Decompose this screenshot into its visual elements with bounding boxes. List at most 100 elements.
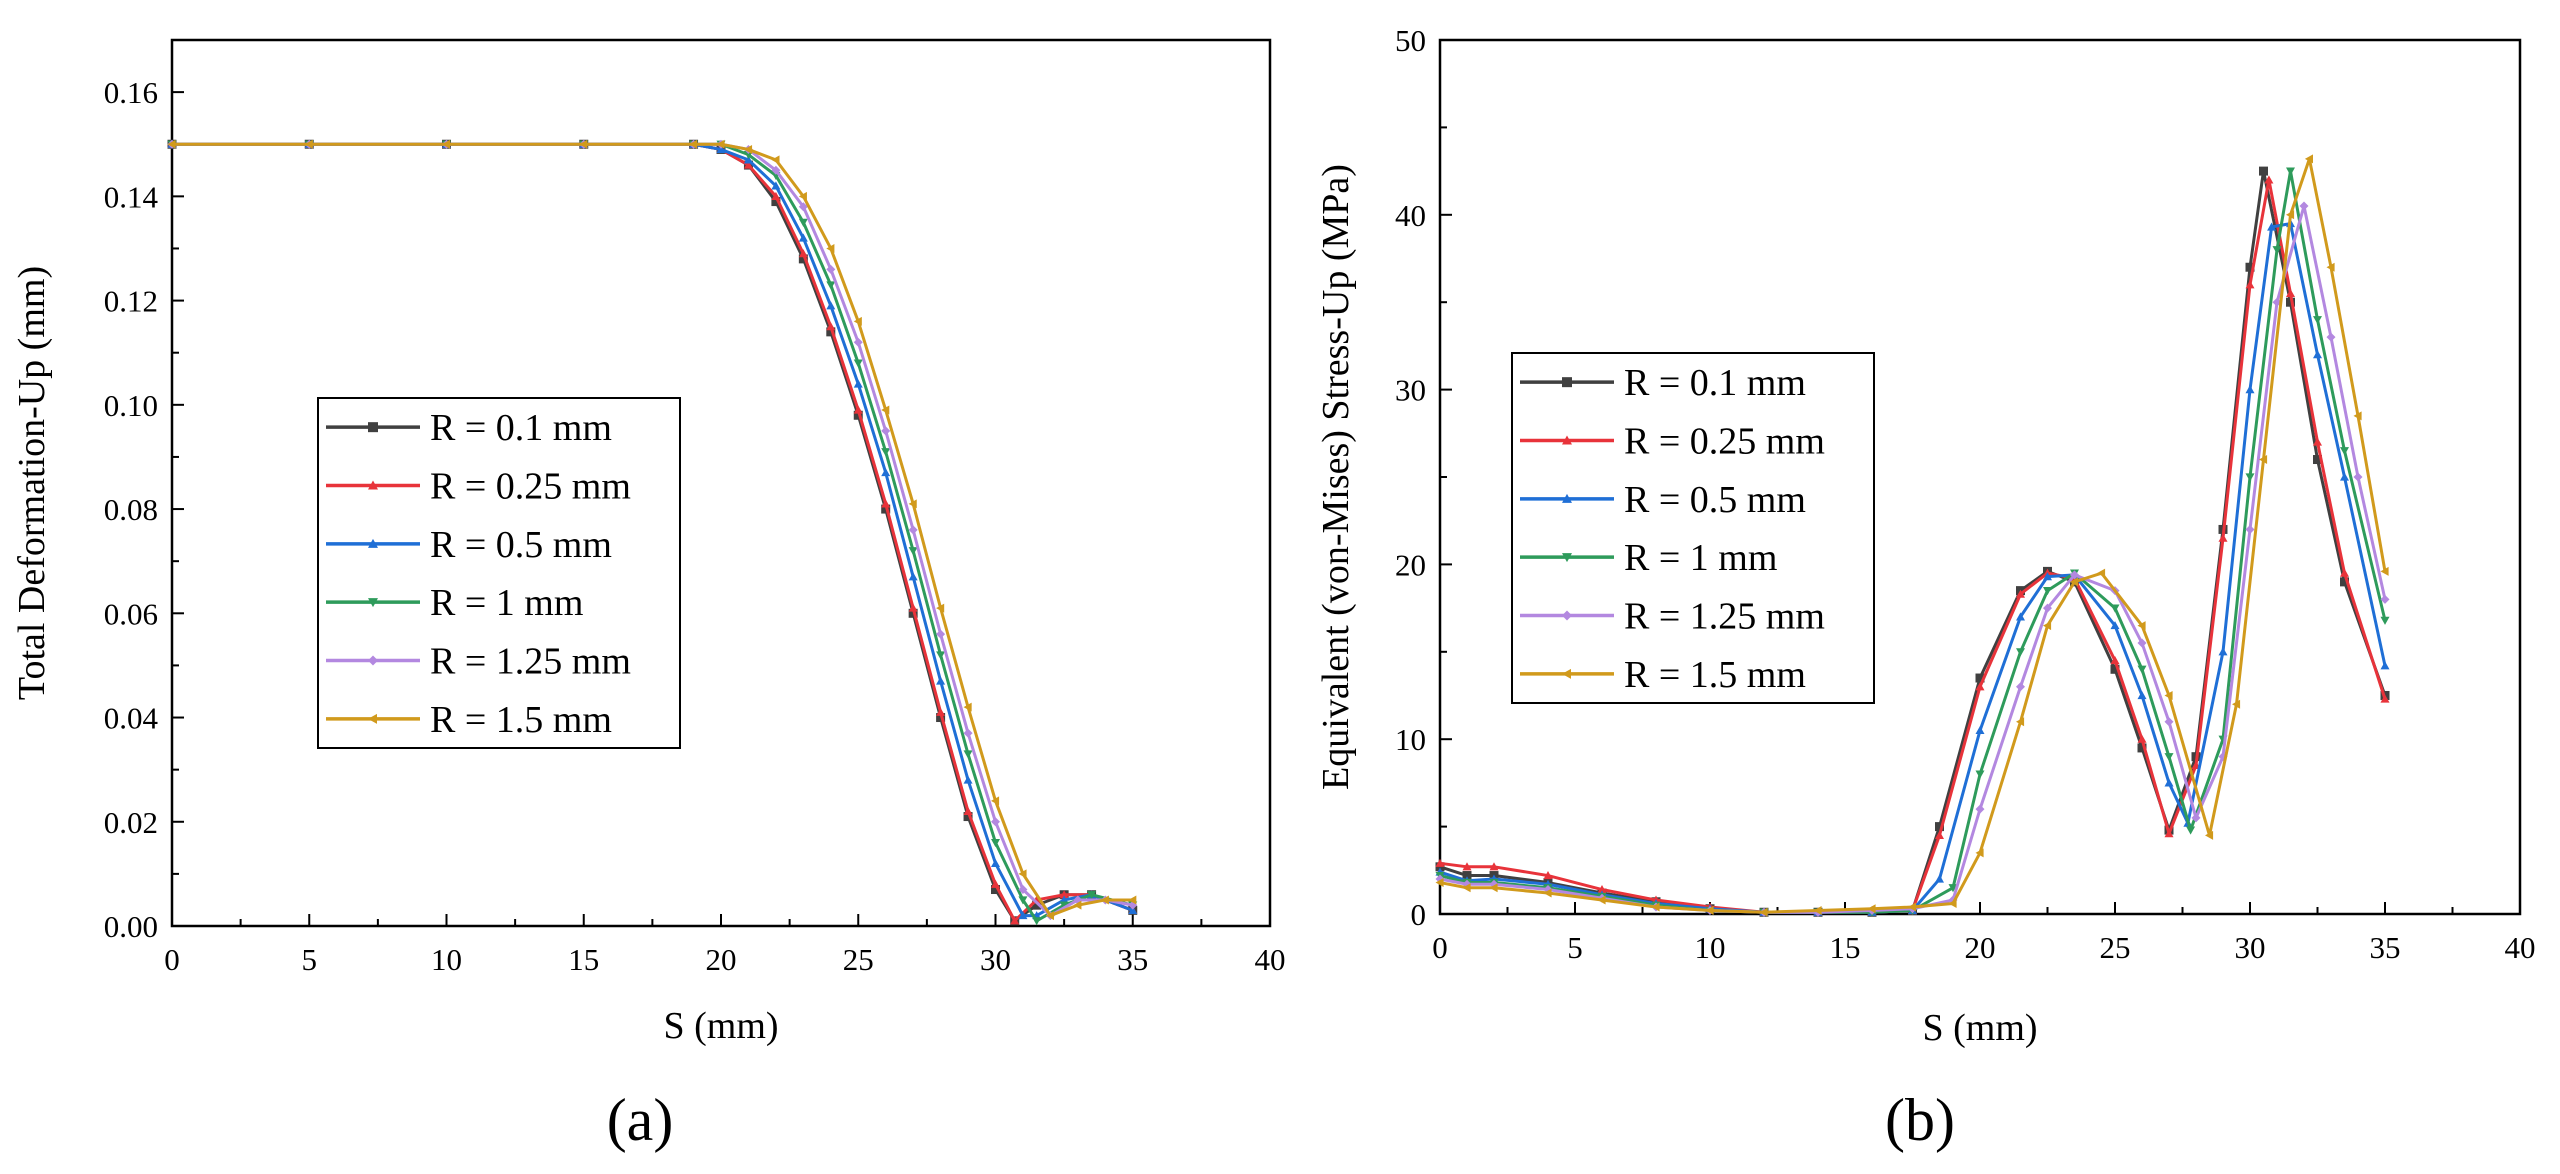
data-point (1597, 895, 1606, 905)
data-point (853, 337, 863, 347)
legend-label: R = 0.5 mm (430, 524, 612, 566)
data-point (853, 316, 862, 326)
data-point (2326, 262, 2335, 272)
data-point (1018, 911, 1028, 920)
data-point (2353, 411, 2362, 421)
data-point (1975, 848, 1984, 858)
data-point (1018, 869, 1027, 879)
data-point (2245, 524, 2255, 534)
data-point (2137, 691, 2147, 700)
data-point (963, 750, 973, 759)
x-tick-label: 20 (1965, 930, 1996, 965)
data-point (963, 775, 973, 784)
x-axis-label: S (mm) (1922, 1007, 2037, 1049)
data-point (1462, 862, 1472, 871)
data-point (881, 499, 891, 508)
data-point (2186, 826, 2196, 835)
data-point (963, 702, 972, 712)
data-point (2232, 699, 2241, 709)
data-point (2070, 570, 2079, 580)
data-point (2164, 691, 2173, 700)
data-point (2164, 717, 2174, 727)
x-tick-label: 20 (706, 942, 737, 977)
x-tick-label: 0 (1432, 930, 1448, 965)
data-point (798, 202, 808, 212)
data-point (2097, 568, 2106, 578)
data-point (1975, 682, 1985, 691)
data-point (689, 139, 698, 149)
data-point (2380, 566, 2389, 576)
legend: R = 0.1 mm R = 0.25 mm R = 0.5 mm R = 1 mm R… (317, 397, 681, 749)
data-point (936, 651, 946, 660)
data-point (1489, 883, 1498, 893)
x-tick-label: 15 (1830, 930, 1861, 965)
data-point (991, 817, 1000, 827)
data-point (2299, 201, 2309, 211)
data-point (716, 139, 725, 149)
data-point (2110, 621, 2120, 630)
data-point (2272, 246, 2282, 255)
legend-label: R = 1.5 mm (430, 699, 612, 741)
data-point (1651, 902, 1660, 912)
data-point (2267, 222, 2277, 231)
data-point (881, 468, 891, 477)
data-point (2016, 612, 2025, 621)
data-point (771, 191, 781, 200)
y-tick-label: 0.02 (104, 805, 158, 840)
x-tick-label: 0 (164, 942, 180, 977)
panel-label-b: (b) (1885, 1087, 1955, 1153)
data-point (1948, 884, 1958, 893)
legend-label: R = 1.25 mm (1624, 596, 1825, 638)
data-point (881, 448, 891, 457)
y-axis-label: Equivalent (von-Mises) Stress-Up (MPa) (1315, 164, 1357, 790)
data-point (2110, 604, 2120, 613)
data-point (2043, 587, 2052, 596)
legend-marker (368, 422, 378, 433)
data-point (2043, 621, 2052, 631)
legend-marker (1562, 610, 1572, 621)
series-6 (167, 139, 1137, 921)
x-tick-label: 40 (2505, 930, 2536, 965)
data-point (2016, 682, 2025, 692)
data-point (1705, 906, 1714, 916)
y-tick-label: 0.14 (104, 179, 159, 214)
chart-a: 0 5 10 15 20 25 30 35 40 0.00 0.02 0.04 0.06 0.08 0.10… (11, 38, 1286, 1047)
data-point (881, 405, 890, 415)
data-point (2313, 316, 2322, 325)
data-point (826, 243, 835, 253)
data-point (743, 155, 753, 164)
legend-marker (368, 713, 377, 724)
data-point (853, 405, 863, 414)
y-tick-label: 0.10 (104, 388, 158, 423)
data-point (2353, 472, 2363, 482)
y-tick-label: 20 (1395, 547, 1426, 582)
data-point (2259, 455, 2268, 465)
data-point (2164, 753, 2174, 762)
legend-marker (1562, 377, 1572, 388)
data-point (1975, 770, 1985, 779)
data-point (798, 218, 808, 227)
data-point (1045, 911, 1054, 921)
legend-label: R = 0.25 mm (1624, 421, 1825, 463)
data-point (2313, 350, 2322, 359)
data-point (2286, 288, 2295, 298)
data-point (2218, 533, 2228, 542)
data-point (1543, 888, 1552, 898)
data-point (1948, 899, 1957, 909)
data-point (2380, 594, 2390, 604)
data-point (853, 379, 863, 388)
data-point (1032, 917, 1042, 926)
legend-marker (1562, 435, 1572, 445)
data-point (2245, 473, 2255, 482)
data-point (1597, 885, 1607, 894)
data-point (826, 281, 836, 290)
data-point (579, 139, 588, 149)
data-point (2191, 813, 2201, 823)
data-point (771, 181, 781, 190)
data-point (304, 139, 313, 149)
data-point (798, 233, 808, 242)
y-tick-label: 0.16 (104, 75, 158, 110)
data-point (1867, 904, 1876, 914)
legend-marker (368, 655, 378, 666)
data-point (2043, 603, 2052, 613)
